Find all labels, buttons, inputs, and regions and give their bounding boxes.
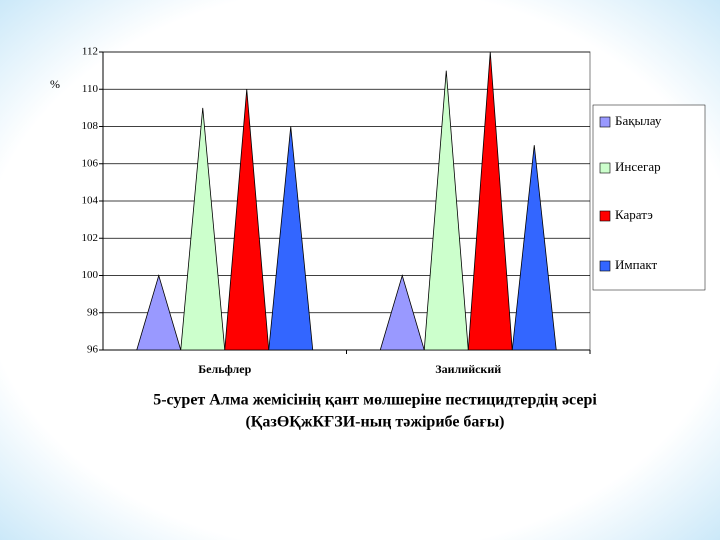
legend-label: Импакт	[615, 257, 657, 272]
legend-swatch	[599, 116, 611, 128]
y-tick-label: 106	[82, 157, 99, 169]
y-tick-label: 96	[87, 344, 99, 356]
legend-label: Инсегар	[615, 159, 661, 174]
cone	[467, 51, 513, 351]
cone	[180, 107, 226, 351]
y-axis-label: %	[50, 77, 60, 91]
legend-swatch	[599, 210, 611, 222]
legend-swatch	[599, 162, 611, 174]
y-tick-label: 98	[87, 306, 99, 318]
cone	[224, 89, 270, 351]
y-tick-label: 102	[82, 232, 99, 244]
cone	[423, 70, 469, 351]
y-tick-label: 108	[82, 120, 99, 132]
cone	[379, 274, 425, 351]
caption: 5-сурет Алма жемісінің қант мөлшеріне пе…	[153, 392, 597, 409]
y-tick-label: 100	[82, 269, 99, 281]
y-tick-label: 112	[82, 46, 98, 58]
legend	[592, 104, 706, 291]
x-tick-label: Бельфлер	[198, 362, 251, 376]
legend-label: Бақылау	[615, 113, 662, 128]
legend-swatch	[599, 260, 611, 272]
y-tick-label: 110	[82, 83, 99, 95]
cone	[136, 274, 182, 351]
caption: (ҚазӨҚжКҒЗИ-ның тәжірибе бағы)	[245, 414, 504, 431]
y-tick-label: 104	[82, 195, 99, 207]
x-tick-label: Заилийский	[435, 362, 501, 376]
cone	[511, 145, 557, 351]
cone	[268, 126, 314, 351]
legend-label: Каратэ	[615, 207, 653, 222]
